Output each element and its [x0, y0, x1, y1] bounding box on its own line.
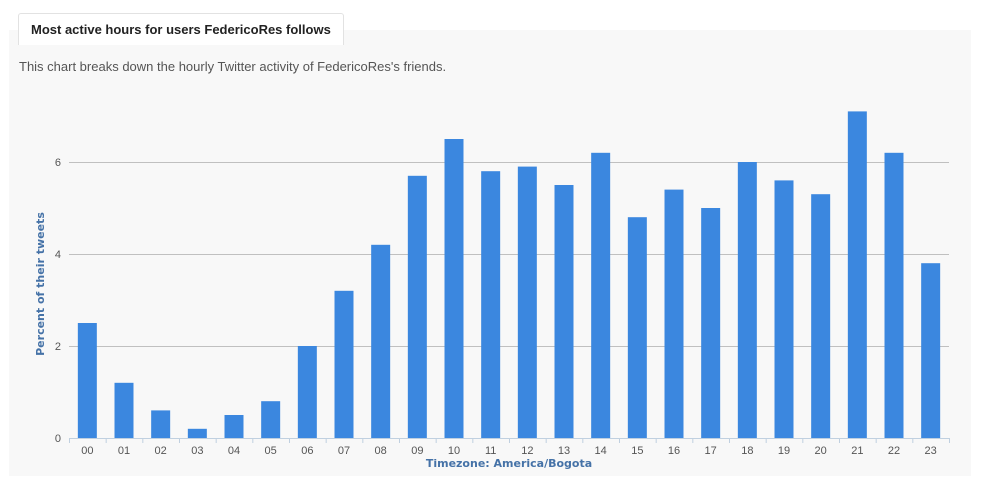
bar-00[interactable] [77, 323, 97, 438]
chart-subtitle: This chart breaks down the hourly Twitte… [19, 59, 447, 74]
bars [77, 111, 941, 439]
bar-10[interactable] [444, 139, 464, 438]
x-tick-label: 01 [118, 445, 130, 457]
x-tick-label: 06 [301, 445, 313, 457]
x-tick-label: 22 [888, 445, 900, 457]
bar-14[interactable] [591, 152, 611, 439]
x-tick-label: 05 [265, 445, 277, 457]
bar-07[interactable] [334, 290, 354, 438]
x-tick-label: 10 [448, 445, 460, 457]
x-tick-label: 19 [778, 445, 790, 457]
x-tick-label: 23 [925, 445, 937, 457]
x-tick-label: 11 [485, 445, 496, 457]
x-tick-label: 13 [558, 445, 570, 457]
bar-13[interactable] [554, 185, 574, 438]
x-tick-label: 09 [411, 445, 423, 457]
x-tick-label: 04 [228, 445, 240, 457]
bar-18[interactable] [737, 162, 757, 438]
x-tick-label: 08 [375, 445, 387, 457]
gridlines [69, 162, 949, 347]
x-tick-label: 17 [705, 445, 717, 457]
y-axis-title: Percent of their tweets [34, 212, 47, 356]
bar-20[interactable] [811, 194, 831, 438]
chart-title-tab[interactable]: Most active hours for users FedericoRes … [18, 13, 344, 45]
bar-16[interactable] [664, 189, 684, 438]
x-tick-label: 16 [668, 445, 680, 457]
bar-03[interactable] [187, 428, 207, 438]
x-tick-label: 02 [155, 445, 167, 457]
y-tick-label: 2 [55, 341, 61, 353]
x-tick-label: 15 [631, 445, 643, 457]
x-tick-label: 07 [338, 445, 350, 457]
x-axis-title: Timezone: America/Bogota [426, 457, 592, 470]
x-tick-label: 21 [851, 445, 863, 457]
bar-22[interactable] [884, 152, 904, 439]
x-tick-label: 00 [81, 445, 93, 457]
x-tick-label: 20 [815, 445, 827, 457]
bar-09[interactable] [407, 175, 427, 439]
y-tick-label: 0 [55, 433, 61, 445]
x-tick-label: 14 [595, 445, 607, 457]
x-tick-label: 18 [741, 445, 753, 457]
bar-06[interactable] [297, 346, 317, 438]
y-tick-label: 4 [55, 249, 61, 261]
y-tick-label: 6 [55, 157, 61, 169]
bar-15[interactable] [627, 217, 647, 438]
bar-19[interactable] [774, 180, 794, 438]
bar-12[interactable] [517, 166, 537, 438]
bar-08[interactable] [371, 244, 391, 438]
x-tick-label: 12 [521, 445, 533, 457]
x-tick-label: 03 [191, 445, 203, 457]
bar-05[interactable] [261, 401, 281, 438]
bar-04[interactable] [224, 415, 244, 438]
bar-02[interactable] [151, 410, 171, 438]
bar-11[interactable] [481, 171, 501, 438]
bar-17[interactable] [701, 208, 721, 438]
bar-23[interactable] [921, 263, 941, 438]
bar-21[interactable] [847, 111, 867, 439]
bar-01[interactable] [114, 382, 134, 438]
